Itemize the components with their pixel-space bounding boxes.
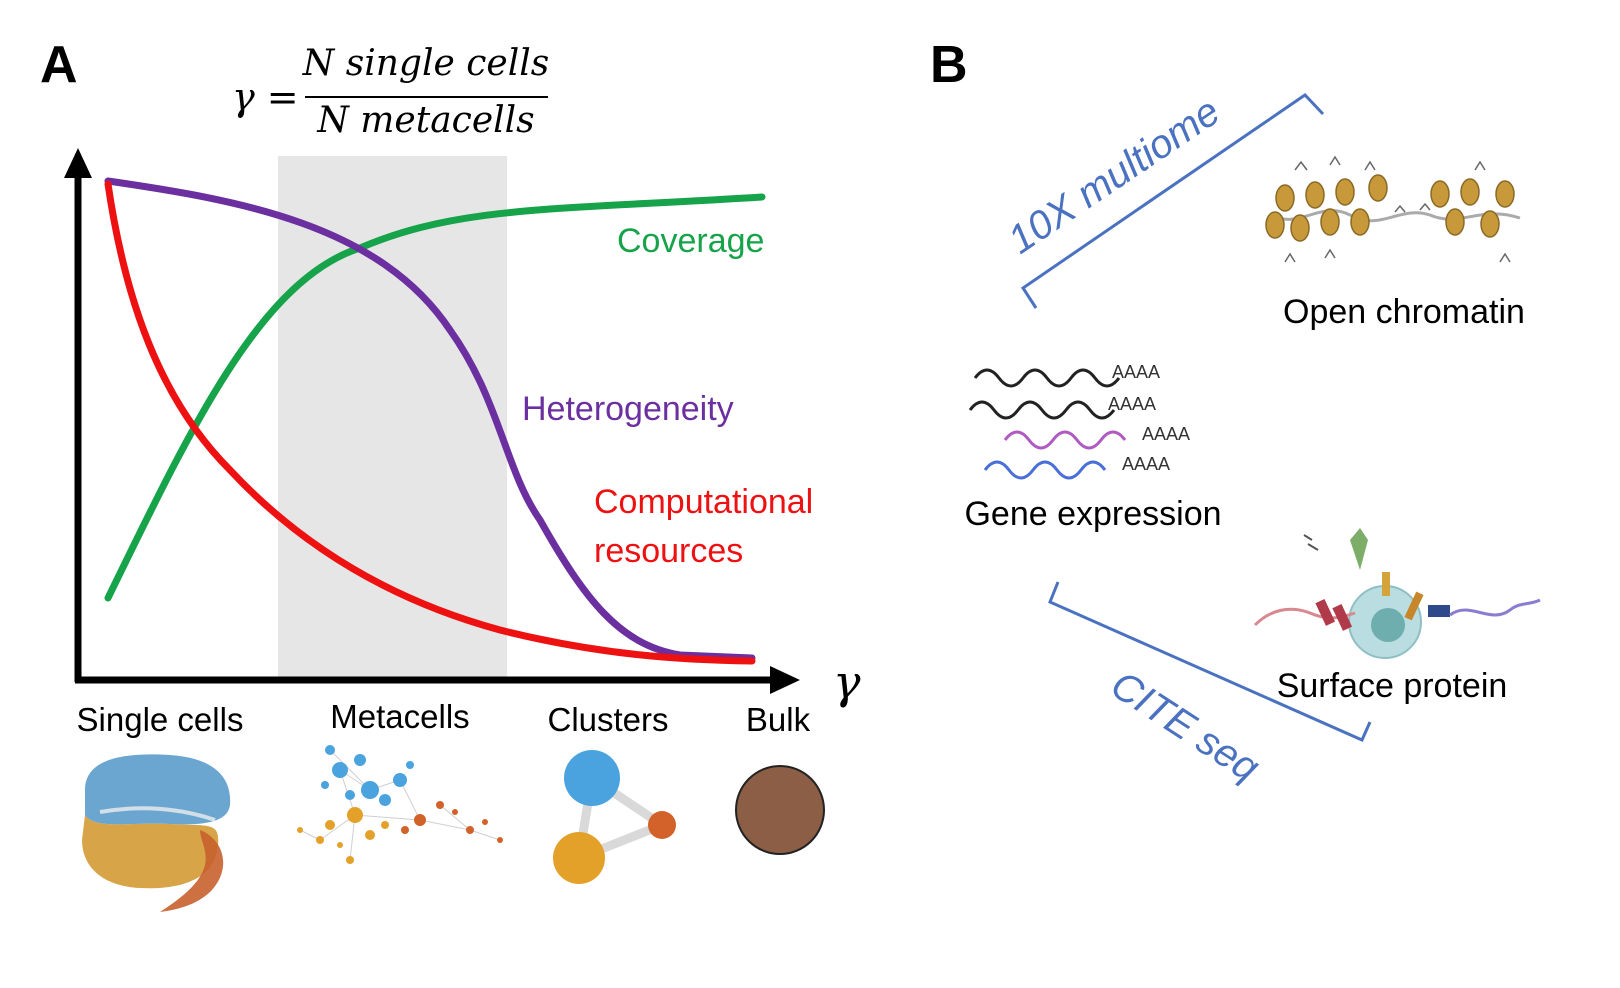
panel-b: B 10X multiome CITE seq O xyxy=(930,36,1541,791)
panel-b-label: B xyxy=(930,36,968,94)
heterogeneity-label: Heterogeneity xyxy=(522,390,734,428)
polya-tail-3: AAAA xyxy=(1142,424,1190,444)
granularity-metacells: Metacells xyxy=(330,698,469,735)
bulk-illustration xyxy=(735,765,825,855)
gene-expression-illustration: AAAA AAAA AAAA AAAA xyxy=(968,362,1190,480)
computational-resources-label-line2: resources xyxy=(594,532,743,570)
surface-protein-illustration xyxy=(1253,528,1541,659)
metacell-network-illustration xyxy=(297,745,503,864)
cluster-blue xyxy=(564,750,620,806)
cite-seq-label: CITE seq xyxy=(1103,663,1267,791)
multiome-bracket xyxy=(1020,93,1325,309)
polya-tail-1: AAAA xyxy=(1112,362,1160,382)
x-axis-arrowhead xyxy=(770,666,800,694)
x-axis-gamma-label: γ xyxy=(833,655,861,709)
computational-resources-label-line1: Computational xyxy=(594,483,813,521)
coverage-label: Coverage xyxy=(617,222,764,260)
open-chromatin-label: Open chromatin xyxy=(1283,293,1525,331)
granularity-clusters: Clusters xyxy=(547,701,668,738)
panel-a: A γ = N single cells N metacells γ Cover… xyxy=(40,36,861,912)
cite-seq-bracket xyxy=(1048,581,1372,742)
polya-tail-4: AAAA xyxy=(1122,454,1170,474)
single-cells-embedding-illustration xyxy=(82,754,231,912)
computational-resources-curve xyxy=(104,180,756,665)
clusters-illustration xyxy=(553,750,676,884)
formula-denominator: N metacells xyxy=(316,100,534,141)
polya-tail-2: AAAA xyxy=(1108,394,1156,414)
gene-expression-label: Gene expression xyxy=(964,495,1221,533)
gamma-formula: γ = N single cells N metacells xyxy=(232,43,549,141)
heterogeneity-curve xyxy=(104,177,756,662)
open-chromatin-illustration xyxy=(1265,155,1521,263)
formula-lhs: γ = xyxy=(232,75,299,119)
panel-a-label: A xyxy=(40,36,78,94)
cluster-rust xyxy=(648,811,676,839)
cluster-orange xyxy=(553,832,605,884)
formula-numerator: N single cells xyxy=(302,43,549,84)
surface-protein-label: Surface protein xyxy=(1277,667,1508,705)
granularity-single-cells: Single cells xyxy=(77,701,244,738)
granularity-bulk: Bulk xyxy=(746,701,811,738)
multiome-label: 10X multiome xyxy=(1000,89,1227,262)
y-axis-arrowhead xyxy=(64,148,92,178)
